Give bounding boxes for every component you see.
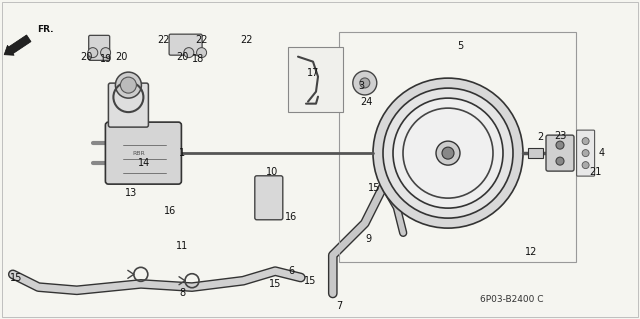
Text: 20: 20 (115, 52, 128, 63)
Text: 22: 22 (195, 35, 208, 45)
FancyBboxPatch shape (108, 83, 148, 127)
Circle shape (403, 108, 493, 198)
Text: 15: 15 (10, 272, 22, 283)
Circle shape (196, 48, 207, 58)
Text: 2: 2 (538, 132, 544, 142)
Text: 6P03-B2400 C: 6P03-B2400 C (480, 295, 544, 304)
Text: FR.: FR. (36, 25, 53, 34)
Text: 15: 15 (368, 183, 381, 193)
Circle shape (556, 157, 564, 165)
Text: 3: 3 (358, 81, 365, 91)
Text: RBR: RBR (132, 151, 145, 156)
Text: 7: 7 (336, 301, 342, 311)
Text: 15: 15 (269, 279, 282, 289)
Bar (339, 32, 576, 262)
Text: 6: 6 (288, 266, 294, 276)
FancyBboxPatch shape (169, 34, 202, 55)
Circle shape (383, 88, 513, 218)
Text: 14: 14 (138, 158, 150, 168)
Text: 9: 9 (365, 234, 371, 244)
Text: 11: 11 (176, 241, 189, 251)
Bar (288, 47, 343, 112)
Circle shape (184, 48, 194, 58)
FancyBboxPatch shape (577, 130, 595, 176)
Text: 20: 20 (176, 52, 189, 63)
Bar (546, 149, 554, 157)
Text: 22: 22 (240, 35, 253, 45)
Text: 19: 19 (99, 54, 112, 64)
Circle shape (436, 141, 460, 165)
Text: 15: 15 (304, 276, 317, 286)
Text: 17: 17 (307, 68, 320, 78)
Text: 5: 5 (458, 41, 464, 51)
FancyArrow shape (4, 35, 31, 55)
Text: 24: 24 (360, 97, 372, 107)
Text: 18: 18 (192, 54, 205, 64)
Text: 1: 1 (179, 148, 186, 158)
Circle shape (353, 71, 377, 95)
Text: 16: 16 (163, 205, 176, 216)
FancyBboxPatch shape (546, 135, 574, 171)
Circle shape (442, 147, 454, 159)
Text: 23: 23 (554, 130, 566, 141)
Circle shape (393, 98, 503, 208)
Circle shape (582, 137, 589, 145)
Circle shape (582, 162, 589, 169)
Circle shape (582, 150, 589, 157)
Text: 21: 21 (589, 167, 602, 177)
Text: 20: 20 (80, 52, 93, 63)
Text: 12: 12 (525, 247, 538, 257)
Circle shape (373, 78, 523, 228)
Text: 10: 10 (266, 167, 278, 177)
FancyBboxPatch shape (255, 176, 283, 220)
Text: 13: 13 (125, 188, 138, 198)
Circle shape (88, 48, 98, 58)
Circle shape (100, 48, 111, 58)
Circle shape (115, 72, 141, 98)
Text: 4: 4 (598, 148, 605, 158)
Circle shape (556, 141, 564, 149)
Text: 8: 8 (179, 288, 186, 299)
Bar (528, 148, 543, 158)
Circle shape (360, 78, 370, 88)
Circle shape (120, 77, 136, 93)
Text: 16: 16 (285, 212, 298, 222)
FancyBboxPatch shape (89, 35, 109, 60)
FancyBboxPatch shape (106, 122, 181, 184)
Text: 22: 22 (157, 35, 170, 45)
